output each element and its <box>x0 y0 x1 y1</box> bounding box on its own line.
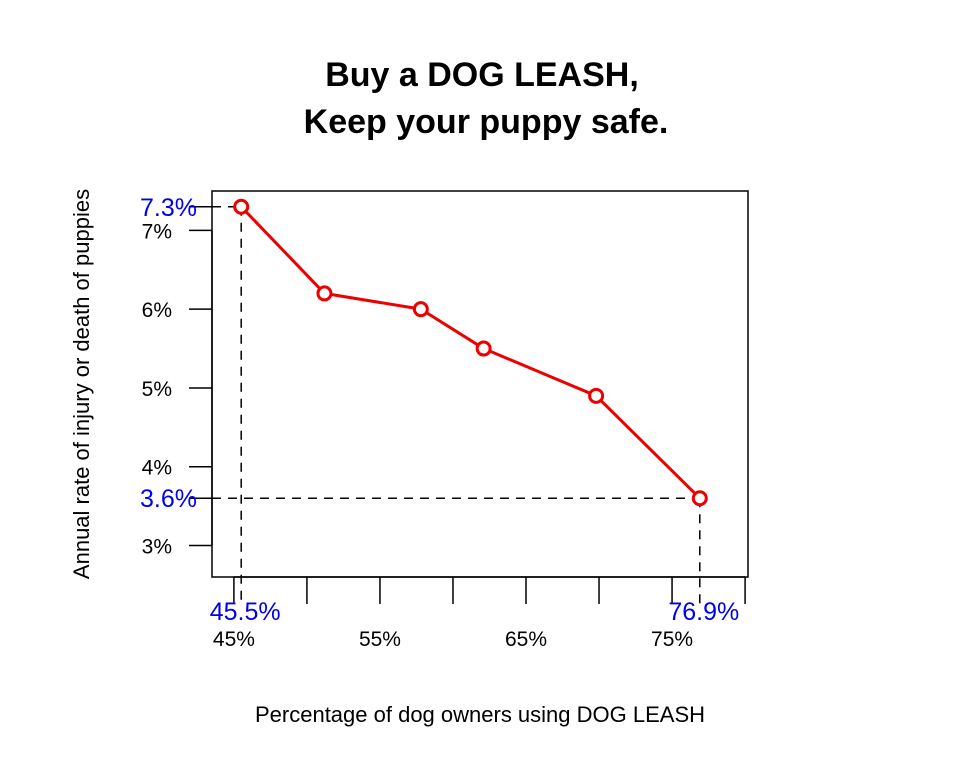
y-highlight-label: 7.3% <box>140 194 197 222</box>
y-tick-label: 7% <box>142 220 172 243</box>
y-axis: 3% 4% 5% 6% 7% <box>142 206 213 558</box>
x-axis: 45% 55% 65% 75% <box>213 576 746 651</box>
chart-title-line-2: Keep your puppy safe. <box>304 103 669 141</box>
chart-title-line-1: Buy a DOG LEASH, <box>325 56 639 94</box>
data-point <box>475 340 492 357</box>
series-line <box>240 205 701 500</box>
highlight-labels: 45.5% 76.9% 7.3% 3.6% <box>140 194 739 626</box>
x-tick-label: 45% <box>213 628 255 651</box>
data-point <box>233 198 250 215</box>
data-point <box>412 301 429 318</box>
data-point <box>691 490 708 507</box>
x-highlight-label: 76.9% <box>668 598 739 626</box>
x-tick-label: 55% <box>359 628 401 651</box>
y-tick-label: 5% <box>142 378 172 401</box>
plot-frame <box>211 190 749 578</box>
y-tick-label: 6% <box>142 299 172 322</box>
series-group <box>233 198 708 507</box>
y-axis-label: Annual rate of injury or death of puppie… <box>69 189 94 579</box>
y-highlight-label: 3.6% <box>140 485 197 513</box>
x-highlight-label: 45.5% <box>210 598 281 626</box>
y-tick-label: 3% <box>142 535 172 558</box>
y-tick-label: 4% <box>142 457 172 480</box>
reference-guides <box>212 206 701 604</box>
data-point <box>588 387 605 404</box>
data-point <box>316 285 333 302</box>
x-axis-label: Percentage of dog owners using DOG LEASH <box>255 702 705 727</box>
x-tick-label: 65% <box>505 628 547 651</box>
x-tick-label: 75% <box>651 628 693 651</box>
